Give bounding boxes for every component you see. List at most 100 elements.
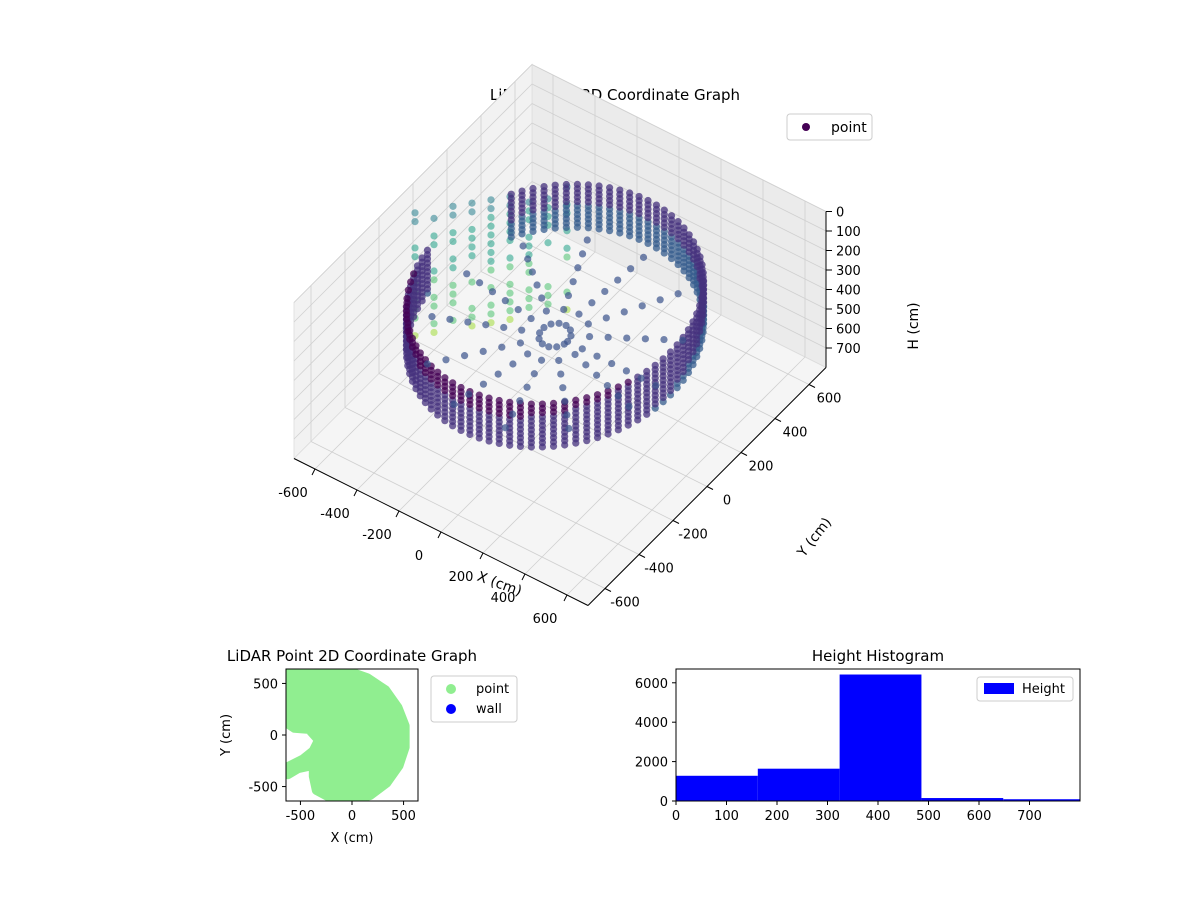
y-tick-mark xyxy=(706,486,714,490)
disc-point xyxy=(584,320,592,328)
sparse-point xyxy=(563,244,571,252)
x-tick-label: 200 xyxy=(449,570,474,585)
disc-point xyxy=(501,297,509,305)
sparse-point xyxy=(411,218,419,226)
point-cloud-region xyxy=(286,669,410,801)
chart2d-legend-marker-point xyxy=(446,684,456,694)
x-tick-label: 200 xyxy=(765,809,790,824)
disc-point xyxy=(488,288,497,296)
chart2d-title: LiDAR Point 2D Coordinate Graph xyxy=(227,647,477,665)
disc-point xyxy=(538,340,546,348)
ring-point xyxy=(583,394,591,402)
disc-point xyxy=(569,278,577,286)
disc-point xyxy=(656,296,664,304)
histogram-legend: Height xyxy=(976,676,1074,702)
chart2d-legend-marker-wall xyxy=(446,704,456,714)
sparse-point xyxy=(411,244,419,252)
grid-y-floor xyxy=(446,305,742,453)
sparse-point xyxy=(468,208,476,216)
histogram-bar xyxy=(1003,799,1080,801)
ring-point xyxy=(651,361,659,369)
sparse-point xyxy=(525,303,533,312)
disc-point xyxy=(639,253,648,261)
h-tick-label: 300 xyxy=(836,264,861,279)
scatter3d-chart: LiDAR Point 3D Coordinate Graph -600-400… xyxy=(278,63,922,627)
sparse-point xyxy=(449,299,457,307)
disc-point xyxy=(622,367,631,375)
disc-point xyxy=(508,410,517,418)
ring-point xyxy=(404,286,412,294)
ring-point xyxy=(402,303,411,311)
disc-point xyxy=(442,356,450,364)
grid-y-floor xyxy=(310,441,606,589)
y-tick-label: -200 xyxy=(678,528,708,543)
disc-point xyxy=(523,383,531,391)
disc-point xyxy=(578,345,586,353)
x-tick-label: 0 xyxy=(348,809,356,824)
ring-point xyxy=(416,349,424,357)
ring-point xyxy=(593,391,602,399)
histogram-bar xyxy=(676,775,758,801)
y-tick-label: 0 xyxy=(270,729,278,744)
x-tick-label: -600 xyxy=(278,486,308,501)
disc-point xyxy=(571,350,579,359)
ring-point xyxy=(527,400,535,408)
disc-point xyxy=(560,305,568,314)
ring-point xyxy=(696,301,704,310)
disc-point xyxy=(561,397,569,405)
sparse-point xyxy=(487,257,495,265)
ring-point xyxy=(604,387,612,395)
y-tick-label: 500 xyxy=(253,677,278,692)
disc-point xyxy=(593,352,601,360)
sparse-point xyxy=(487,266,495,274)
x-tick-label: -200 xyxy=(362,528,392,543)
disc-point xyxy=(625,402,633,410)
chart2d-legend-label-wall: wall xyxy=(476,702,502,717)
ring-point xyxy=(673,341,681,349)
y-tick-label: 200 xyxy=(749,460,774,475)
h-tick-label: 100 xyxy=(836,225,861,240)
histogram-legend-swatch xyxy=(984,683,1014,694)
histogram-legend-label: Height xyxy=(1022,682,1065,697)
ring-point xyxy=(616,186,624,194)
h-tick-label: 400 xyxy=(836,284,861,299)
sparse-point xyxy=(430,214,438,222)
sparse-point xyxy=(449,211,457,219)
sparse-point xyxy=(487,196,495,204)
ring-point xyxy=(403,311,411,319)
h-tick-label: 0 xyxy=(836,206,844,221)
disc-point xyxy=(446,315,454,323)
sparse-point xyxy=(487,205,495,213)
sparse-point xyxy=(449,290,457,298)
disc-point xyxy=(527,314,535,323)
sparse-point xyxy=(506,254,514,262)
chart3d-legend-box xyxy=(786,113,873,141)
disc-point xyxy=(578,250,587,258)
sparse-point xyxy=(430,232,438,240)
sparse-point xyxy=(468,243,476,251)
grid-h-back xyxy=(531,200,827,349)
x-tick-label: 500 xyxy=(391,809,416,824)
ring-point xyxy=(562,180,570,189)
disc-point xyxy=(494,370,502,378)
chart3d-legend-label: point xyxy=(831,120,867,136)
chart3d-legend: point xyxy=(786,113,873,141)
sparse-point xyxy=(411,209,419,217)
ring-point xyxy=(606,184,614,192)
ring-point xyxy=(485,394,493,402)
y-tick-label: 0 xyxy=(660,795,668,810)
sparse-point xyxy=(430,328,438,337)
ring-point xyxy=(659,355,667,363)
disc-point xyxy=(564,291,573,300)
sparse-point xyxy=(544,283,552,291)
ring-point xyxy=(652,201,661,209)
disc-point xyxy=(519,242,527,250)
ring-point xyxy=(684,326,693,334)
disc-point xyxy=(423,360,431,368)
disc-point xyxy=(565,424,573,433)
y-tick-mark xyxy=(672,520,680,524)
ring-point xyxy=(551,181,559,189)
chart2d-xlabel: X (cm) xyxy=(331,831,374,846)
grid-y-floor xyxy=(344,407,640,555)
y-tick-label: 2000 xyxy=(635,756,668,771)
